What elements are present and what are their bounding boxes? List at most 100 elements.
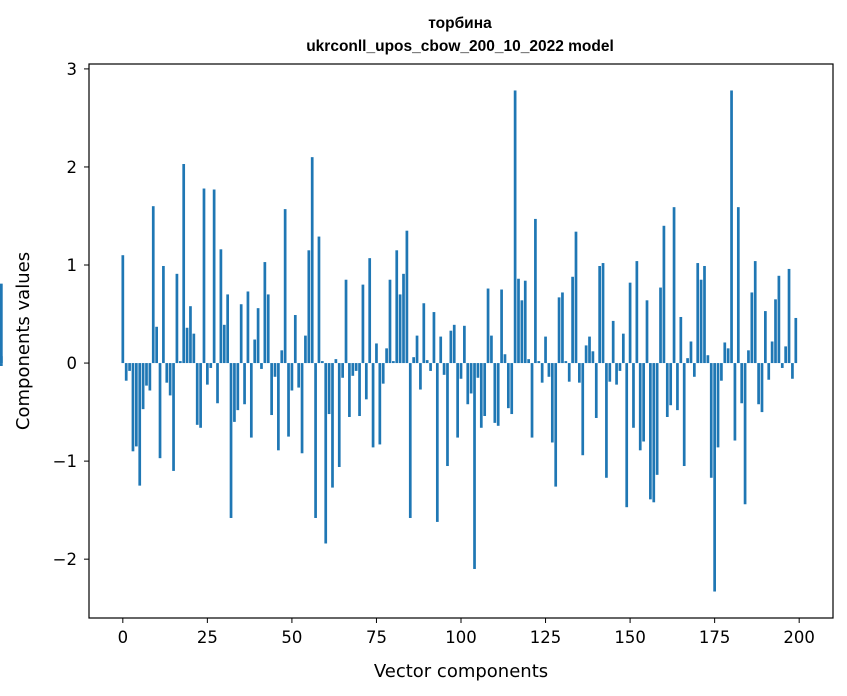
bar — [686, 358, 689, 364]
bar — [479, 363, 483, 428]
bar — [649, 363, 652, 500]
bar — [172, 363, 175, 471]
bar — [395, 250, 399, 364]
bar — [527, 359, 530, 364]
bar — [544, 336, 547, 364]
bar — [266, 294, 270, 364]
bar — [466, 363, 470, 405]
bar — [709, 363, 713, 478]
bar — [743, 363, 747, 505]
bar — [682, 363, 686, 467]
x-tick-label: 125 — [530, 628, 562, 647]
bar — [131, 363, 135, 452]
y-tick-label: 0 — [67, 354, 78, 373]
bar — [358, 363, 361, 417]
x-tick-label: 175 — [699, 628, 731, 647]
bar — [341, 363, 344, 378]
bar — [608, 363, 612, 382]
bar — [662, 225, 666, 364]
bar — [760, 363, 764, 413]
bar — [375, 343, 378, 364]
bar — [736, 207, 740, 364]
bar — [307, 250, 311, 364]
bar — [557, 297, 561, 364]
bar — [151, 206, 155, 364]
bar — [757, 363, 760, 405]
bar — [476, 363, 480, 378]
bar — [561, 292, 564, 364]
bar — [655, 363, 659, 475]
bar — [236, 363, 240, 411]
bar — [483, 363, 487, 417]
bar — [277, 363, 280, 451]
bar — [148, 363, 152, 391]
bar — [574, 231, 578, 364]
bar — [713, 363, 716, 592]
x-tick-label: 25 — [197, 628, 218, 647]
bar — [463, 325, 466, 364]
bar — [256, 308, 260, 364]
bar — [419, 363, 422, 390]
bar — [669, 363, 673, 406]
bar — [520, 300, 524, 364]
bar — [344, 279, 348, 364]
bar — [510, 363, 514, 415]
x-tick-label: 200 — [783, 628, 815, 647]
bar — [615, 363, 618, 385]
bar — [324, 363, 328, 544]
bar — [642, 363, 645, 442]
bar — [348, 363, 351, 417]
bar — [770, 341, 774, 364]
bar — [425, 360, 429, 364]
bar — [767, 363, 771, 380]
bar — [229, 363, 233, 518]
bar — [249, 363, 253, 438]
bar — [412, 357, 416, 364]
bar — [121, 255, 125, 364]
bar — [503, 354, 507, 364]
bar — [145, 363, 148, 386]
bar — [591, 351, 595, 364]
bar — [723, 342, 727, 364]
bar — [216, 363, 219, 404]
bar — [594, 363, 598, 418]
bar — [202, 188, 206, 364]
bar — [513, 90, 517, 364]
bar — [195, 363, 199, 425]
y-axis-ticks: −2 −1 0 1 2 3 — [53, 60, 89, 569]
x-tick-label: 150 — [614, 628, 646, 647]
bar — [310, 157, 314, 364]
y-tick-label: −1 — [53, 452, 77, 471]
bar — [706, 355, 710, 364]
bar — [0, 283, 3, 364]
bar — [733, 363, 737, 441]
y-tick-label: 2 — [67, 158, 78, 177]
bar — [699, 279, 703, 364]
bar — [540, 363, 544, 383]
chart-title-line1: торбина — [428, 15, 492, 32]
bar — [716, 363, 720, 448]
bar — [618, 363, 622, 371]
bar — [692, 363, 696, 377]
bar — [689, 341, 693, 364]
bar — [243, 363, 246, 405]
bar — [588, 336, 591, 364]
x-tick-label: 50 — [281, 628, 302, 647]
chart-title-line2: ukrconll_upos_cbow_200_10_2022 model — [306, 38, 614, 55]
bar — [402, 273, 405, 364]
bar — [605, 363, 608, 478]
bar — [385, 348, 388, 364]
bar — [233, 363, 236, 422]
bar — [222, 324, 226, 364]
bar — [378, 363, 382, 445]
bar — [794, 317, 798, 364]
bar — [747, 350, 750, 364]
bar — [314, 363, 317, 518]
bar — [185, 327, 189, 364]
bar — [226, 294, 230, 364]
bar — [300, 363, 304, 454]
bar — [490, 335, 493, 364]
bar — [415, 335, 419, 364]
bar — [523, 280, 527, 364]
bar — [287, 363, 290, 437]
